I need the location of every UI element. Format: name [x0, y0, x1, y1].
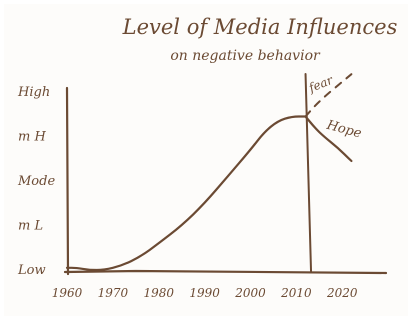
series-line-media-influence	[65, 115, 307, 272]
tick-labels: 1960 1970 1980 1990 2000 2010 2020 Low m L Mode m …	[17, 85, 358, 300]
x-axis	[63, 269, 388, 275]
y-tick-label: High	[17, 85, 50, 100]
x-tick-label: 1990	[189, 286, 220, 300]
series-line-fear	[304, 73, 353, 118]
chart-subtitle: on negative behavior	[170, 48, 321, 64]
x-tick-label: 2020	[326, 286, 358, 300]
y-tick-label: m H	[18, 130, 46, 145]
axes	[63, 73, 388, 276]
y-tick-label: m L	[18, 219, 43, 234]
x-tick-label: 1970	[98, 286, 129, 300]
series-line-hope	[304, 115, 353, 163]
fear-annotation: fear	[306, 72, 336, 95]
x-tick-label: 2000	[234, 286, 266, 300]
hope-annotation: Hope	[324, 118, 363, 142]
paper-background	[4, 4, 408, 316]
x-tick-label: 2010	[280, 286, 312, 300]
present-divider-line	[304, 73, 313, 273]
y-axis	[65, 86, 70, 276]
y-tick-label: Mode	[17, 174, 55, 189]
series-lines	[65, 73, 353, 272]
chart-title: Level of Media Influences	[122, 15, 398, 39]
x-tick-label: 1980	[143, 286, 174, 300]
x-tick-label: 1960	[52, 286, 83, 300]
y-tick-label: Low	[17, 263, 46, 278]
